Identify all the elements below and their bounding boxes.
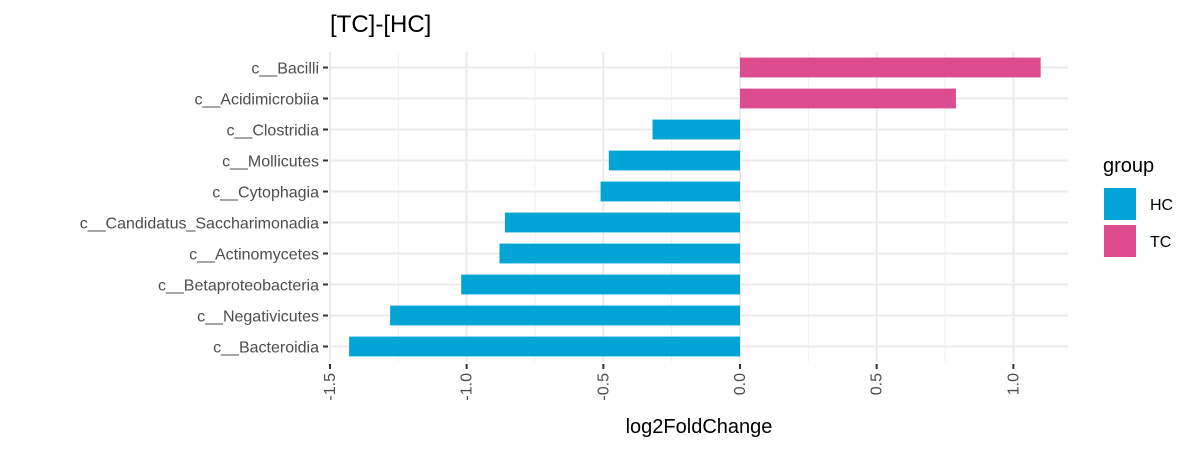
bar	[461, 274, 740, 295]
x-tick-label: 0.5	[869, 373, 886, 395]
bar	[740, 57, 1041, 78]
legend-title: group	[1103, 155, 1154, 177]
y-tick-label: c__Betaproteobacteria	[158, 278, 319, 295]
x-tick-label: -1.0	[459, 373, 476, 401]
x-tick-label: 0.0	[732, 373, 749, 395]
bar	[499, 243, 740, 264]
chart-title: [TC]-[HC]	[330, 11, 431, 38]
bar	[608, 150, 740, 171]
x-tick-label: -0.5	[595, 373, 612, 401]
legend-label: HC	[1150, 197, 1173, 214]
bar	[740, 88, 956, 109]
y-tick-label: c__Candidatus_Saccharimonadia	[80, 216, 319, 233]
x-axis-title: log2FoldChange	[626, 416, 773, 438]
y-tick-label: c__Negativicutes	[197, 309, 319, 326]
bar	[349, 336, 740, 357]
y-tick-label: c__Mollicutes	[222, 154, 319, 171]
y-tick-label: c__Bacteroidia	[213, 340, 319, 357]
y-tick-label: c__Acidimicrobiia	[195, 92, 320, 109]
x-tick-label: 1.0	[1005, 373, 1022, 395]
plot-area: c__Bacilli c__Acidimicrobiia c__Clostridia…	[80, 52, 1068, 401]
bar	[652, 119, 740, 140]
bar	[600, 181, 740, 202]
legend-key	[1104, 225, 1136, 257]
bar	[504, 212, 740, 233]
legend-key	[1104, 188, 1136, 220]
bar	[390, 305, 740, 326]
y-tick-label: c__Clostridia	[227, 123, 320, 140]
legend: group HC TC	[1103, 155, 1173, 257]
legend-label: TC	[1150, 234, 1171, 251]
x-tick-label: -1.5	[322, 373, 339, 401]
y-tick-label: c__Bacilli	[251, 61, 319, 78]
y-tick-label: c__Cytophagia	[212, 185, 319, 202]
y-tick-label: c__Actinomycetes	[189, 247, 319, 264]
